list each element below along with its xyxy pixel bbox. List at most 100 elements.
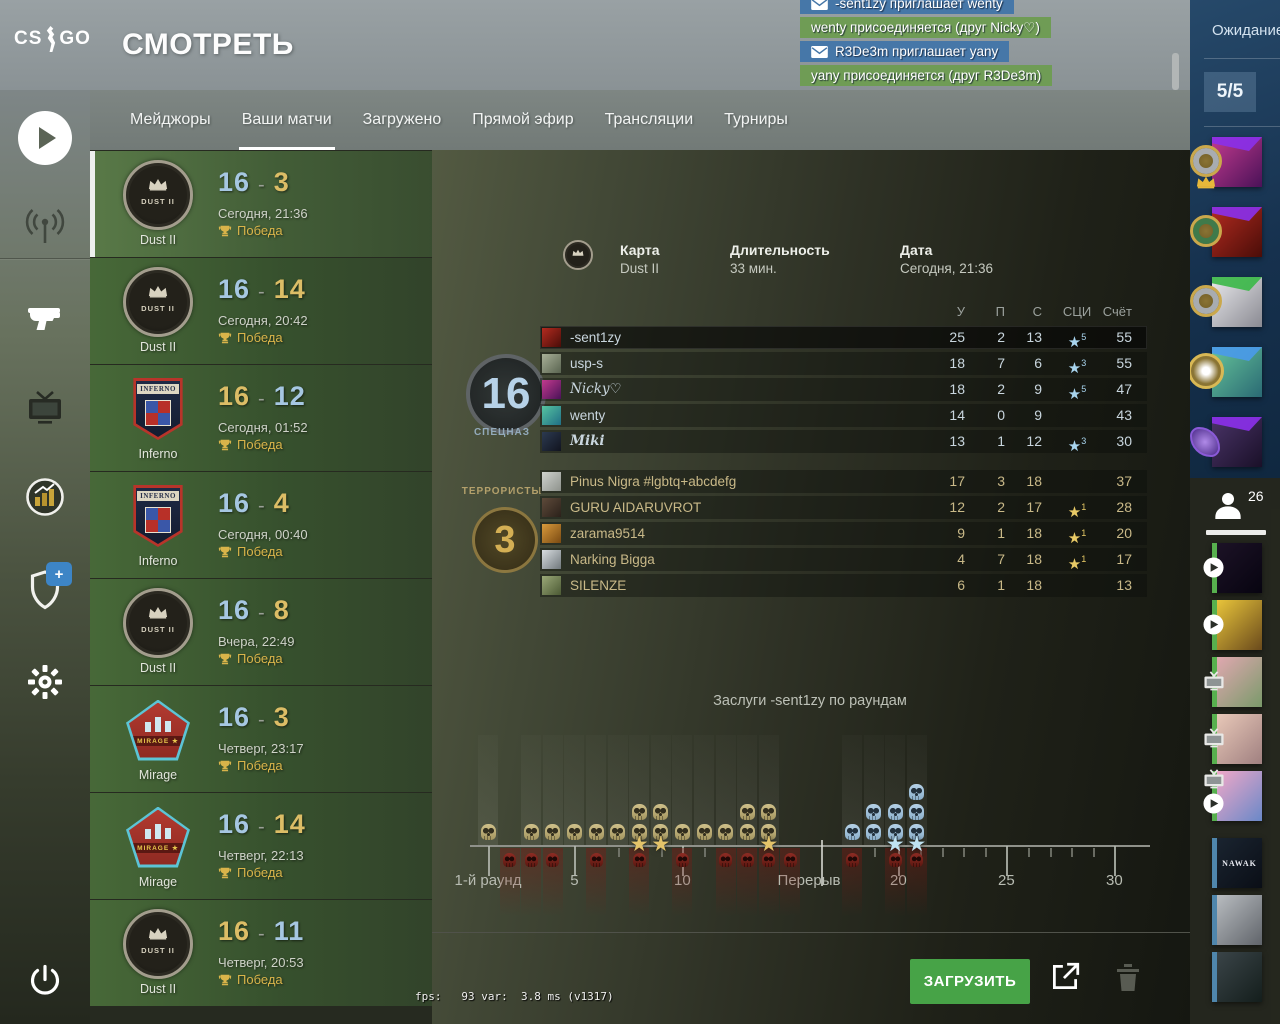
friend-thumbnail[interactable]: NAWAK xyxy=(1212,838,1262,888)
party-member[interactable] xyxy=(1190,207,1280,259)
player-row[interactable]: Narking Bigga 4 7 18 ★1 17 xyxy=(540,548,1147,573)
notification-join[interactable]: wenty присоединяется (друг Nicky♡) xyxy=(800,17,1051,38)
party-member[interactable] xyxy=(1190,137,1280,189)
chart-baseline xyxy=(470,845,1150,847)
kill-skull-icon xyxy=(545,824,561,840)
player-row[interactable]: -sent1zy 25 2 13 ★5 55 xyxy=(540,326,1147,351)
tab-label: Загружено xyxy=(362,111,442,128)
match-row[interactable]: MIRAGE ★ Mirage 16-14 Четверг, 22:13 Победа xyxy=(90,793,432,899)
map-emblem-icon xyxy=(563,240,593,270)
mvp-round-star-icon: ★ xyxy=(651,833,671,856)
party-member[interactable] xyxy=(1190,347,1280,399)
match-row[interactable]: MIRAGE ★ Mirage 16-3 Четверг, 23:17 Победа xyxy=(90,686,432,792)
stat-deaths: 18 xyxy=(1026,577,1042,593)
player-name: usp-s xyxy=(570,356,604,371)
kill-skull-icon xyxy=(739,804,755,820)
player-row[interactable]: Pinus Nigra #lgbtq+abcdefg 17 3 18 37 xyxy=(540,470,1147,493)
player-row[interactable]: zarama9514 9 1 18 ★1 20 xyxy=(540,522,1147,547)
tab-прямой-эфир[interactable]: Прямой эфир xyxy=(472,90,573,150)
download-button[interactable]: ЗАГРУЗИТЬ xyxy=(910,959,1030,1004)
notification-text: wenty присоединяется (друг Nicky♡) xyxy=(811,19,1040,35)
column-header-kills: У xyxy=(956,304,965,319)
stat-assists: 1 xyxy=(997,525,1005,541)
friend-thumbnail[interactable] xyxy=(1204,657,1262,707)
friend-avatar xyxy=(1217,771,1262,821)
friend-thumbnail[interactable] xyxy=(1212,952,1262,1002)
kill-skull-icon xyxy=(887,824,903,840)
match-row[interactable]: INFERNO Inferno 16-4 Сегодня, 00:40 Победа xyxy=(90,472,432,578)
score-dash: - xyxy=(258,495,266,517)
round-kill-strip xyxy=(607,735,628,845)
map-name: Dust II xyxy=(139,982,177,996)
match-row[interactable]: DUST II Dust II 16-8 Вчера, 22:49 Победа xyxy=(90,579,432,685)
stat-assists: 2 xyxy=(997,499,1005,515)
match-detail-panel: Карта Dust II Длительность 33 мин. Дата … xyxy=(432,150,1190,1024)
tab-турниры[interactable]: Турниры xyxy=(724,90,788,150)
match-result: Победа xyxy=(218,330,283,345)
party-divider xyxy=(1204,126,1280,127)
player-row[interactable]: SILENZE 6 1 18 13 xyxy=(540,574,1147,597)
friend-thumbnail[interactable] xyxy=(1204,714,1262,764)
tv-icon[interactable] xyxy=(26,390,64,426)
friend-avatar xyxy=(1217,600,1262,650)
friend-thumbnail[interactable] xyxy=(1203,600,1262,650)
trash-icon[interactable] xyxy=(1114,961,1142,993)
notification-stack: -sent1zy приглашает wenty wenty присоедин… xyxy=(800,0,1053,86)
match-row[interactable]: INFERNO Inferno 16-12 Сегодня, 01:52 Победа xyxy=(90,365,432,471)
tab-трансляции[interactable]: Трансляции xyxy=(605,90,694,150)
friend-thumbnail[interactable] xyxy=(1203,543,1262,593)
death-skull-icon xyxy=(783,853,797,867)
loadout-icon[interactable] xyxy=(25,298,65,338)
tab-загружено[interactable]: Загружено xyxy=(363,90,442,150)
death-skull-icon xyxy=(910,853,924,867)
notification-invite[interactable]: R3De3m приглашает yany xyxy=(800,41,1010,62)
match-row[interactable]: DUST II Dust II 16-11 Четверг, 20:53 Победа xyxy=(90,900,432,1006)
player-row[interactable]: Miki 13 1 12 ★3 30 xyxy=(540,430,1147,455)
map-icon-dust2: DUST II xyxy=(120,585,196,661)
player-row[interactable]: wenty 14 0 9 43 xyxy=(540,404,1147,427)
rank-badge-icon xyxy=(1190,353,1224,389)
team-name-t: ТЕРРОРИСТЫ xyxy=(461,486,543,497)
friend-thumbnail[interactable] xyxy=(1203,769,1262,821)
kill-skull-icon xyxy=(653,804,669,820)
kill-skull-icon xyxy=(866,824,882,840)
play-icon[interactable] xyxy=(17,110,73,166)
player-name: Nicky♡ xyxy=(570,381,622,397)
date-value: Сегодня, 21:36 xyxy=(900,261,994,276)
score-left: 16 xyxy=(218,381,251,411)
shield-plus-badge[interactable]: + xyxy=(46,562,72,586)
stats-icon[interactable] xyxy=(25,477,65,517)
match-row[interactable]: DUST II Dust II 16-14 Сегодня, 20:42 Победа xyxy=(90,258,432,364)
round-kill-strip xyxy=(694,735,714,845)
stat-kills: 25 xyxy=(949,329,965,345)
notification-invite[interactable]: -sent1zy приглашает wenty xyxy=(800,0,1014,14)
match-score: 16-4 xyxy=(218,488,290,519)
tab-ваши-матчи[interactable]: Ваши матчи xyxy=(238,90,335,150)
notification-join[interactable]: yany присоединяется (друг R3De3m) xyxy=(800,65,1053,86)
rounds-chart: Заслуги -sent1zy по раундам 1-й раунд 5 10… xyxy=(432,690,1190,932)
notifications-scrollbar[interactable] xyxy=(1172,53,1179,90)
player-row[interactable]: Nicky♡ 18 2 9 ★5 47 xyxy=(540,378,1147,403)
settings-icon[interactable] xyxy=(26,663,64,701)
share-icon[interactable] xyxy=(1048,960,1082,994)
player-name: GURU AIDARUVROT xyxy=(570,500,702,515)
mvp-star-cell: ★3 xyxy=(1058,430,1096,458)
csgo-logo: CS GO xyxy=(14,24,91,54)
match-row[interactable]: DUST II Dust II 16-3 Сегодня, 21:36 Победа xyxy=(90,151,432,257)
player-avatar xyxy=(542,380,561,399)
friends-section-bar[interactable] xyxy=(1206,530,1266,535)
stat-kills: 18 xyxy=(949,381,965,397)
player-row[interactable]: GURU AIDARUVROT 12 2 17 ★1 28 xyxy=(540,496,1147,521)
power-icon[interactable] xyxy=(25,961,65,1001)
broadcast-icon[interactable] xyxy=(23,205,67,249)
match-history-list: DUST II Dust II 16-3 Сегодня, 21:36 Победа DU… xyxy=(90,150,432,1024)
party-member[interactable] xyxy=(1190,277,1280,329)
friend-thumbnail[interactable] xyxy=(1212,895,1262,945)
x-axis-label: 25 xyxy=(998,872,1015,889)
axis-minor-tick xyxy=(873,848,876,857)
shield-icon[interactable] xyxy=(25,568,65,612)
tab-мейджоры[interactable]: Мейджоры xyxy=(130,90,211,150)
party-member[interactable] xyxy=(1190,417,1280,469)
player-row[interactable]: usp-s 18 7 6 ★3 55 xyxy=(540,352,1147,377)
score-left: 16 xyxy=(218,167,251,197)
